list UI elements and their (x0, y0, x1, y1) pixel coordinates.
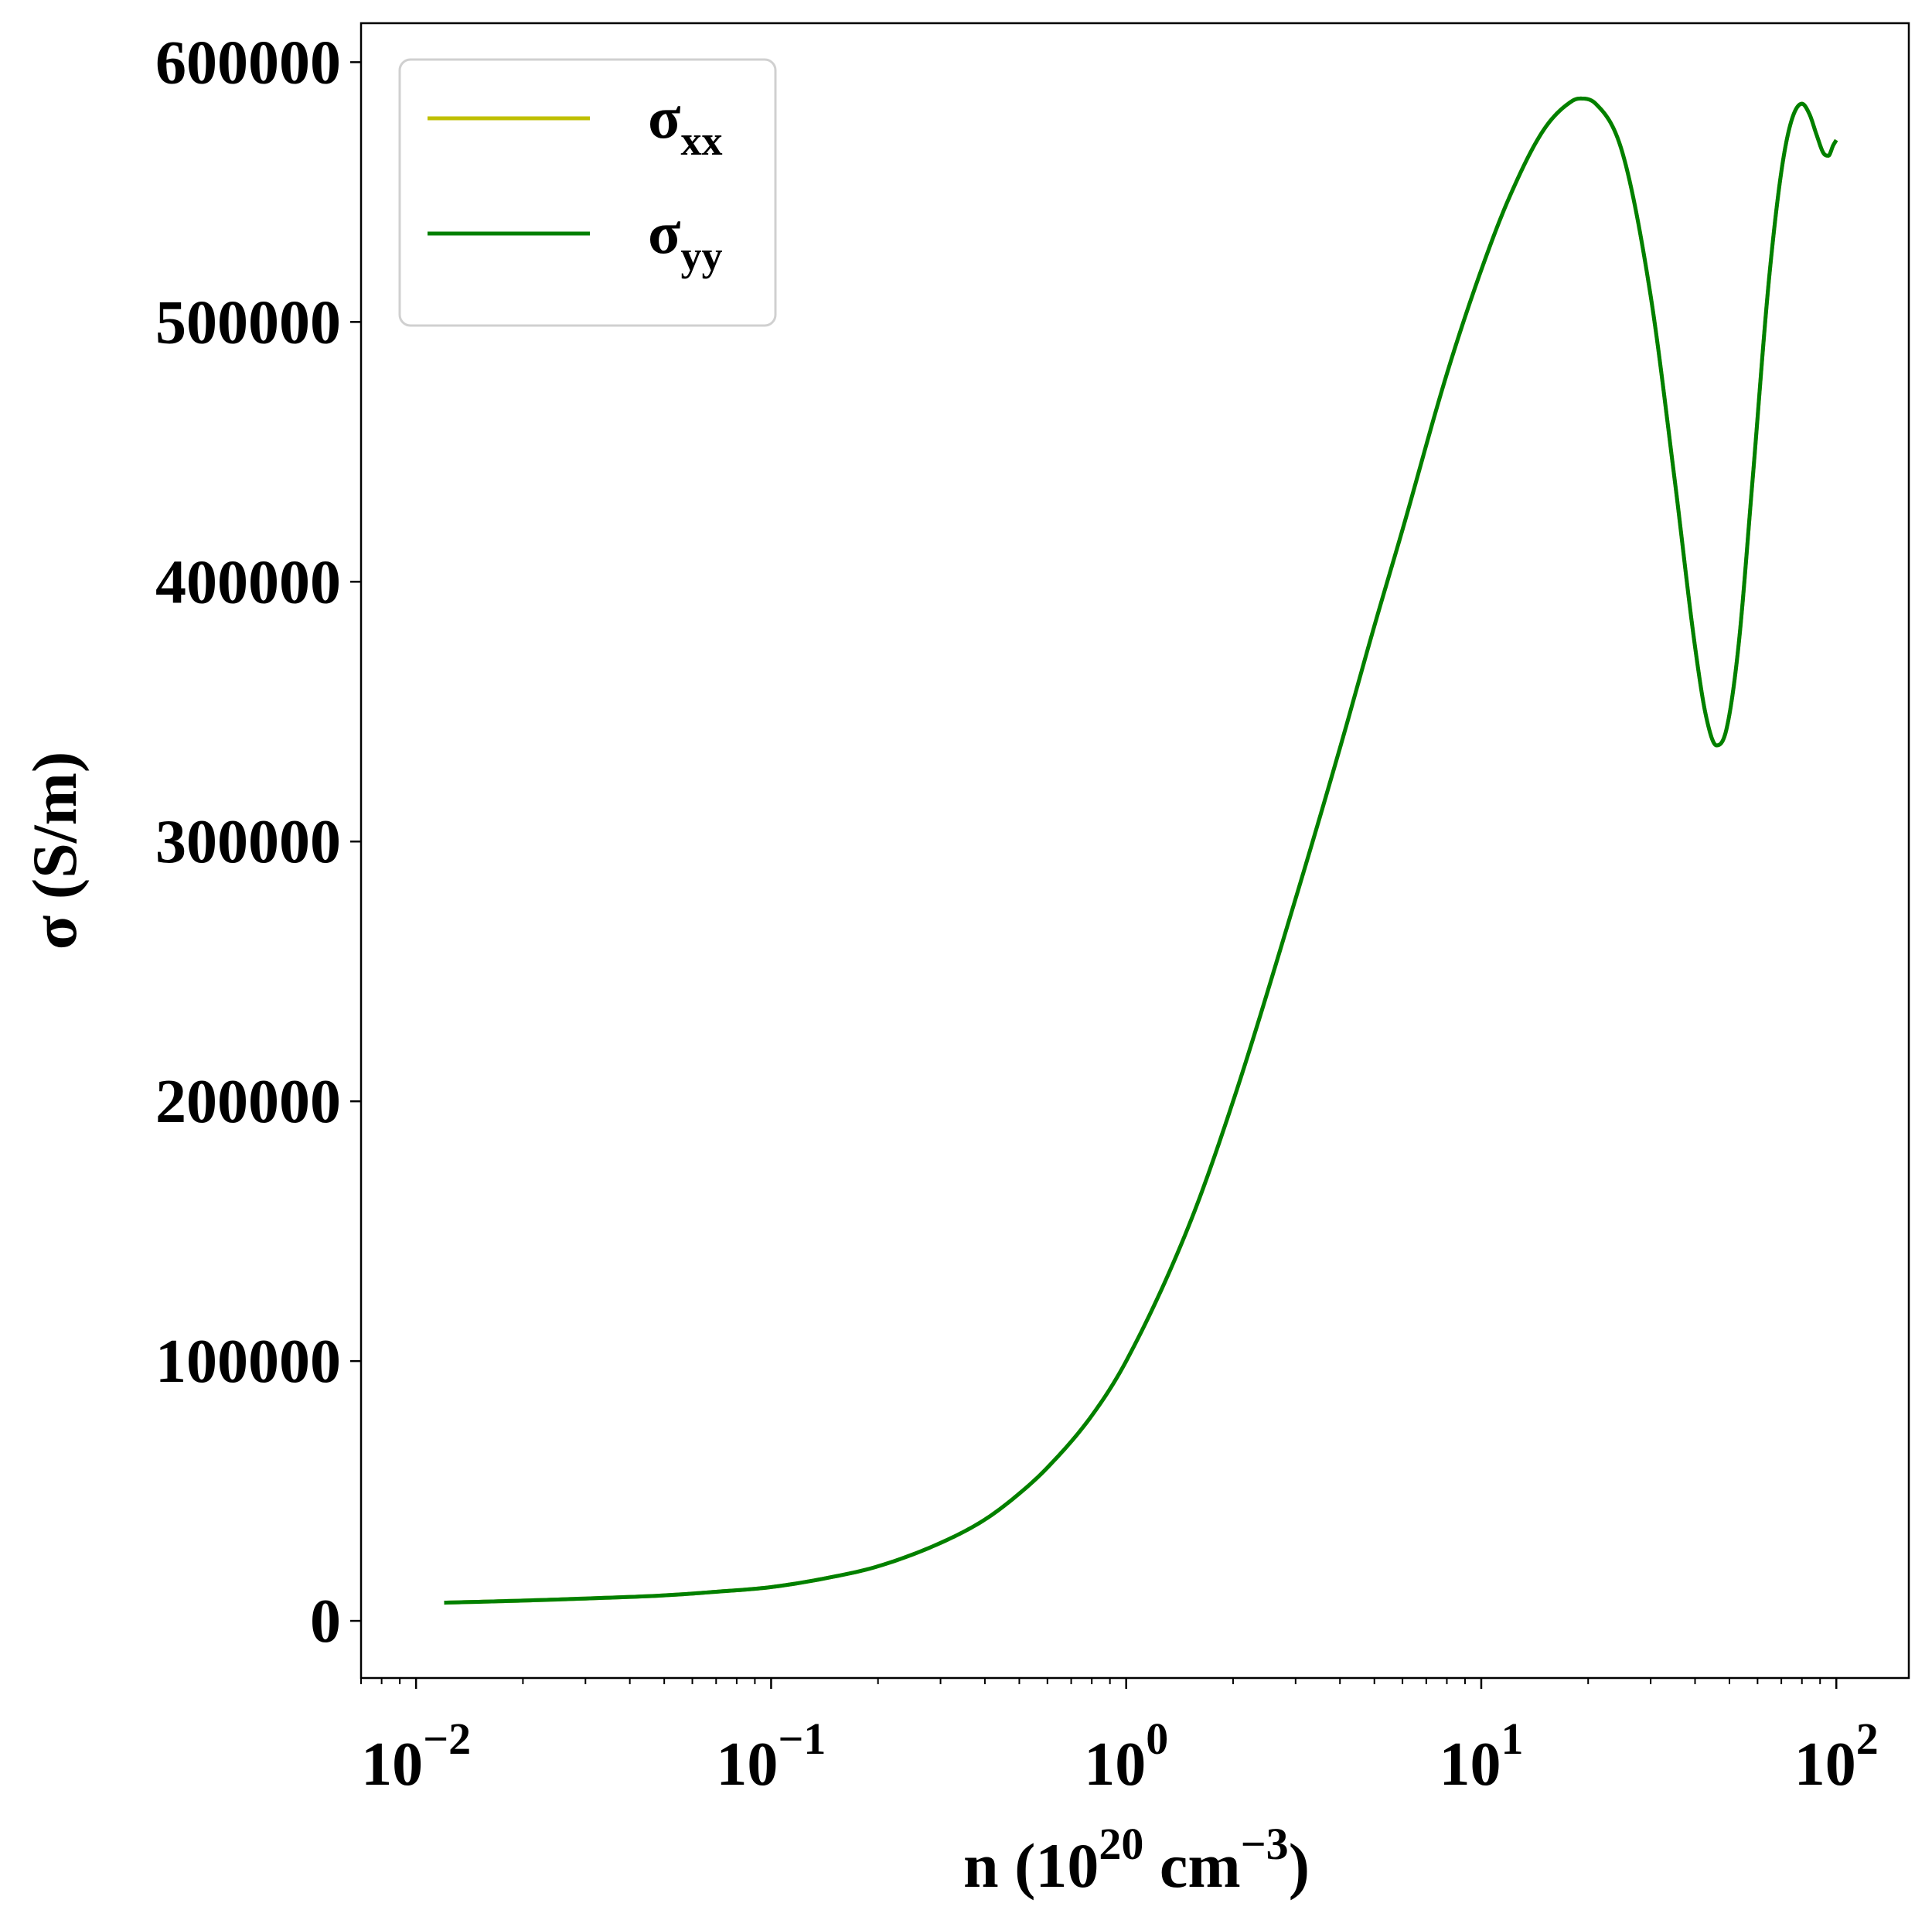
x-tick-label: 10−2 (361, 1714, 471, 1799)
x-tick-label-exponent: 1 (1501, 1714, 1523, 1764)
plot-frame (359, 22, 1910, 1680)
x-tick-label-base: 10 (1439, 1731, 1501, 1799)
legend-label-sigma-xx: σxx (648, 84, 722, 164)
x-axis-title-mid: cm (1143, 1830, 1240, 1901)
x-axis-title-base: n (10 (963, 1830, 1099, 1901)
y-tick-label: 0 (310, 1588, 341, 1656)
legend: σxx σyy (398, 58, 777, 327)
x-tick-label-exponent: 2 (1856, 1714, 1879, 1764)
x-tick-label-exponent: −1 (778, 1714, 826, 1764)
x-axis-title: n (1020 cm−3) (963, 1819, 1310, 1901)
legend-label-sigma-xx-sub: xx (680, 118, 722, 164)
x-axis-title-sup1: 20 (1099, 1819, 1143, 1869)
legend-label-sigma-yy: σyy (648, 199, 722, 279)
y-tick-label: 500000 (155, 288, 341, 356)
legend-box (398, 58, 777, 327)
x-tick-label-base: 10 (361, 1731, 423, 1799)
y-axis: 0 100000 200000 300000 400000 500000 600000 (155, 29, 361, 1656)
x-tick-label-exponent: 0 (1146, 1714, 1168, 1764)
legend-label-sigma-xx-main: σ (648, 84, 680, 151)
x-axis: 10−2 10−1 100 101 102 (360, 1678, 1879, 1799)
x-tick-label-base: 10 (1084, 1731, 1146, 1799)
x-tick-label: 102 (1794, 1714, 1879, 1799)
y-axis-title: σ (S/m) (19, 752, 90, 950)
x-tick-label-base: 10 (1794, 1731, 1856, 1799)
series-line-sigma-yy (444, 96, 1838, 1605)
legend-label-sigma-yy-sub: yy (680, 233, 722, 279)
y-tick-label: 600000 (155, 29, 341, 97)
x-axis-title-sup2: −3 (1241, 1819, 1289, 1869)
y-tick-label: 200000 (155, 1068, 341, 1136)
x-axis-title-end: ) (1289, 1830, 1310, 1901)
y-tick-label: 100000 (155, 1328, 341, 1396)
x-tick-label: 101 (1439, 1714, 1523, 1799)
x-tick-label-exponent: −2 (423, 1714, 471, 1764)
x-tick-label-base: 10 (716, 1731, 778, 1799)
x-tick-label: 100 (1084, 1714, 1168, 1799)
legend-label-sigma-yy-main: σ (648, 199, 680, 266)
y-tick-label: 300000 (155, 808, 341, 876)
x-tick-label: 10−1 (716, 1714, 826, 1799)
y-tick-label: 400000 (155, 548, 341, 616)
series-layer (444, 96, 1838, 1605)
